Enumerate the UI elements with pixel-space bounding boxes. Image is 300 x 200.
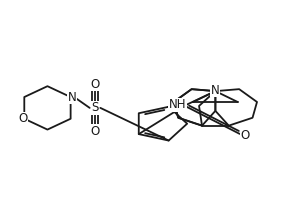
Text: N: N	[68, 91, 76, 104]
Text: S: S	[91, 101, 99, 114]
Text: O: O	[241, 129, 250, 142]
Text: N: N	[211, 84, 220, 97]
Text: NH: NH	[169, 98, 186, 111]
Text: O: O	[90, 78, 100, 91]
Text: O: O	[18, 112, 27, 125]
Text: O: O	[90, 125, 100, 138]
